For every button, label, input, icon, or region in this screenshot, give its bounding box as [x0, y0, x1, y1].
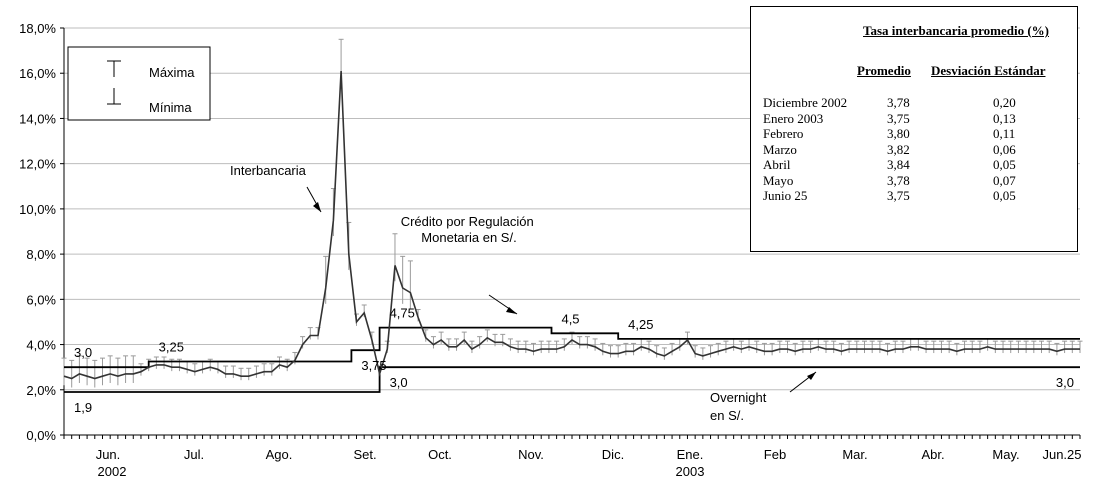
annotation-credit: Crédito por Regulación Monetaria en S/. — [401, 214, 538, 245]
interbank-rate-series — [63, 70, 1080, 380]
step-label: 1,9 — [74, 400, 92, 415]
reference-rate-steps — [64, 326, 1080, 393]
x-tick-label: Jun. — [96, 447, 121, 462]
x-tick-label: Feb — [764, 447, 786, 462]
stats-average: 3,80 — [887, 126, 910, 141]
x-tick-label: Nov. — [518, 447, 544, 462]
stats-stddev: 0,11 — [993, 126, 1016, 141]
stats-average: 3,78 — [887, 95, 910, 110]
step-label: 3,0 — [390, 375, 408, 390]
step-label: 4,5 — [561, 311, 579, 326]
step-label: 3,75 — [361, 358, 386, 373]
x-tick-label: Oct. — [428, 447, 452, 462]
y-tick-label: 0,0% — [26, 428, 56, 443]
stats-average: 3,84 — [887, 157, 910, 172]
stats-average: 3,75 — [887, 110, 910, 126]
x-axis-tick-labels: Jun. Jul. Ago. Set. Oct. Nov. Dic. Ene. Feb Mar. A… — [96, 447, 1082, 479]
stats-month: Marzo — [763, 141, 797, 157]
stats-month: Diciembre 2002 — [763, 95, 848, 110]
step-value-labels: 3,0 3,25 3,75 4,75 4,5 4,25 1,9 3,0 3,0 — [74, 306, 1074, 415]
step-label: 4,75 — [390, 306, 415, 321]
x-tick-label: Mar. — [842, 447, 867, 462]
overnight-rate-step-line — [64, 366, 1080, 393]
legend: Máxima Mínima — [67, 46, 211, 121]
stats-col-average: Promedio — [857, 63, 911, 78]
stats-col-stddev: Desviación Estándar — [931, 63, 1046, 78]
interbank-rate-line — [63, 70, 1080, 380]
x-tick-label: Jul. — [184, 447, 204, 462]
stats-stddev: 0,05 — [993, 157, 1016, 172]
y-tick-label: 4,0% — [26, 338, 56, 353]
x-tick-label: Ago. — [266, 447, 293, 462]
stats-average: 3,75 — [887, 188, 910, 203]
y-tick-label: 6,0% — [26, 292, 56, 307]
stats-month: Mayo — [763, 172, 794, 188]
stats-month: Junio 25 — [763, 188, 808, 203]
x-tick-label: Abr. — [921, 447, 944, 462]
y-tick-label: 10,0% — [19, 202, 56, 217]
x-tick-label: Jun.25 — [1042, 447, 1081, 462]
axes — [60, 27, 1081, 439]
x-year-label: 2002 — [98, 464, 127, 479]
stats-stddev: 0,13 — [993, 110, 1016, 126]
y-tick-label: 16,0% — [19, 66, 56, 81]
step-label: 4,25 — [628, 317, 653, 332]
stats-stddev: 0,07 — [993, 172, 1016, 188]
stats-average: 3,82 — [887, 141, 910, 157]
step-label: 3,0 — [74, 345, 92, 360]
stats-month: Febrero — [763, 126, 804, 141]
stats-month: Enero 2003 — [763, 110, 824, 126]
stats-stddev: 0,20 — [993, 95, 1016, 110]
stats-month: Abril — [763, 157, 791, 172]
stats-stddev: 0,06 — [993, 141, 1016, 157]
annotation-overnight: Overnight en S/. — [710, 390, 770, 423]
annotation-credit-arrowhead — [506, 307, 517, 314]
x-tick-label: Ene. — [677, 447, 704, 462]
y-tick-label: 18,0% — [19, 21, 56, 36]
annotation-interbank: Interbancaria — [230, 163, 307, 178]
step-end-label: 3,0 — [1056, 375, 1074, 390]
y-tick-label: 2,0% — [26, 383, 56, 398]
step-label: 3,25 — [159, 340, 184, 355]
credit-rate-step-line — [64, 326, 1080, 369]
y-tick-label: 14,0% — [19, 111, 56, 126]
x-tick-label: Set. — [353, 447, 376, 462]
gridlines — [64, 27, 1080, 391]
annotation-overnight-arrowhead — [807, 372, 816, 380]
stats-table-title: Tasa interbancaria promedio (%) — [863, 23, 1049, 38]
y-axis-tick-labels: 0,0% 2,0% 4,0% 6,0% 8,0% 10,0% 12,0% 14,0% 16,0%… — [19, 21, 56, 443]
y-tick-label: 8,0% — [26, 247, 56, 262]
stats-stddev: 0,05 — [993, 188, 1016, 203]
x-tick-label: May. — [992, 447, 1019, 462]
legend-min-label: Mínima — [149, 100, 192, 115]
y-tick-label: 12,0% — [19, 157, 56, 172]
stats-average: 3,78 — [887, 172, 910, 188]
stats-table: Tasa interbancaria promedio (%) Promedio… — [750, 6, 1078, 252]
legend-box — [67, 46, 211, 121]
legend-max-label: Máxima — [149, 65, 195, 80]
x-year-label: 2003 — [676, 464, 705, 479]
x-tick-label: Dic. — [602, 447, 624, 462]
annotation-interbank-arrowhead — [313, 202, 321, 212]
